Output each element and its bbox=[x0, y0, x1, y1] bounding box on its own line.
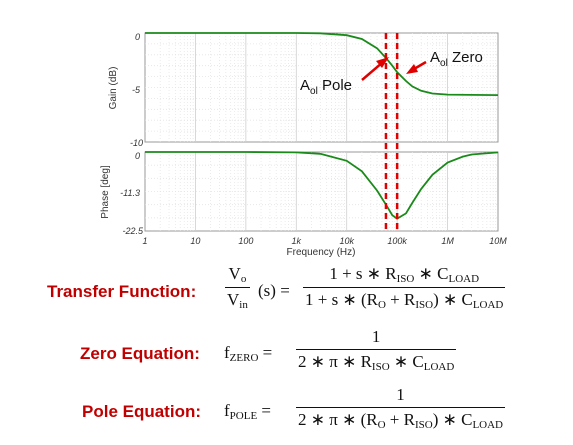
transfer-rhs-num: 1 + s ∗ RISO ∗ CLOAD bbox=[329, 264, 480, 285]
svg-text:Aol Pole: Aol Pole bbox=[300, 77, 352, 97]
gain-ytick-1: -5 bbox=[132, 85, 141, 95]
gain-series-line bbox=[145, 32, 499, 96]
pole-rhs-den: 2 ∗ π ∗ (RO + RISO) ∗ CLOAD bbox=[296, 407, 506, 431]
gain-grid bbox=[145, 33, 498, 142]
svg-text:Aol Zero: Aol Zero bbox=[430, 49, 483, 69]
transfer-rhs-fraction: 1 + s ∗ RISO ∗ CLOAD 1 + s ∗ (RO + RISO)… bbox=[303, 264, 506, 311]
phase-axis-label: Phase [deg] bbox=[100, 165, 111, 219]
x-tick-labels: 1 10 100 1k 10k 100k 1M 10M bbox=[142, 236, 507, 246]
frequency-axis-label: Frequency (Hz) bbox=[287, 247, 356, 258]
pole-rhs-fraction: 1 2 ∗ π ∗ (RO + RISO) ∗ CLOAD bbox=[296, 385, 506, 431]
pole-lhs: fPOLE = bbox=[224, 401, 272, 422]
pole-rhs-num: 1 bbox=[396, 385, 405, 404]
transfer-lhs-arg: (s) = bbox=[258, 281, 290, 300]
zero-arrow-head bbox=[406, 64, 418, 74]
zero-annotation: Aol Zero bbox=[406, 49, 483, 74]
zero-equation-label: Zero Equation: bbox=[80, 344, 200, 363]
zero-rhs-den: 2 ∗ π ∗ RISO ∗ CLOAD bbox=[296, 349, 457, 373]
gain-ytick-0: 0 bbox=[135, 32, 140, 42]
zero-lhs: fZERO = bbox=[224, 343, 273, 364]
phase-series-line bbox=[145, 151, 499, 220]
phase-ytick-1: -11.3 bbox=[120, 188, 140, 198]
pole-annotation: Aol Pole bbox=[300, 57, 389, 97]
phase-grid bbox=[145, 152, 498, 231]
x-tick-label: 10 bbox=[190, 236, 200, 246]
x-tick-label: 1M bbox=[441, 236, 454, 246]
pole-arrow-head bbox=[376, 57, 389, 68]
pole-equation-label: Pole Equation: bbox=[82, 402, 201, 421]
x-tick-label: 1k bbox=[292, 236, 302, 246]
transfer-lhs-num: Vo bbox=[228, 264, 247, 285]
transfer-function-label: Transfer Function: bbox=[47, 282, 197, 301]
gain-axis-label: Gain (dB) bbox=[108, 67, 119, 110]
x-tick-label: 10k bbox=[339, 236, 354, 246]
x-tick-label: 100 bbox=[238, 236, 253, 246]
transfer-lhs-den: Vin bbox=[225, 287, 250, 311]
zero-rhs-num: 1 bbox=[371, 327, 381, 346]
x-tick-label: 1 bbox=[142, 236, 147, 246]
bode-plot: 0 -5 -10 0 -11.3 -22.5 1 10 100 1k 10k 100k 1M… bbox=[100, 32, 507, 258]
phase-ytick-2: -22.5 bbox=[122, 226, 144, 236]
transfer-rhs-den: 1 + s ∗ (RO + RISO) ∗ CLOAD bbox=[303, 287, 506, 311]
phase-ytick-0: 0 bbox=[135, 151, 140, 161]
x-tick-label: 10M bbox=[489, 236, 507, 246]
transfer-lhs-fraction: Vo Vin bbox=[225, 264, 250, 311]
gain-ytick-2: -10 bbox=[130, 138, 143, 148]
zero-rhs-fraction: 1 2 ∗ π ∗ RISO ∗ CLOAD bbox=[296, 327, 457, 373]
x-tick-label: 100k bbox=[387, 236, 407, 246]
